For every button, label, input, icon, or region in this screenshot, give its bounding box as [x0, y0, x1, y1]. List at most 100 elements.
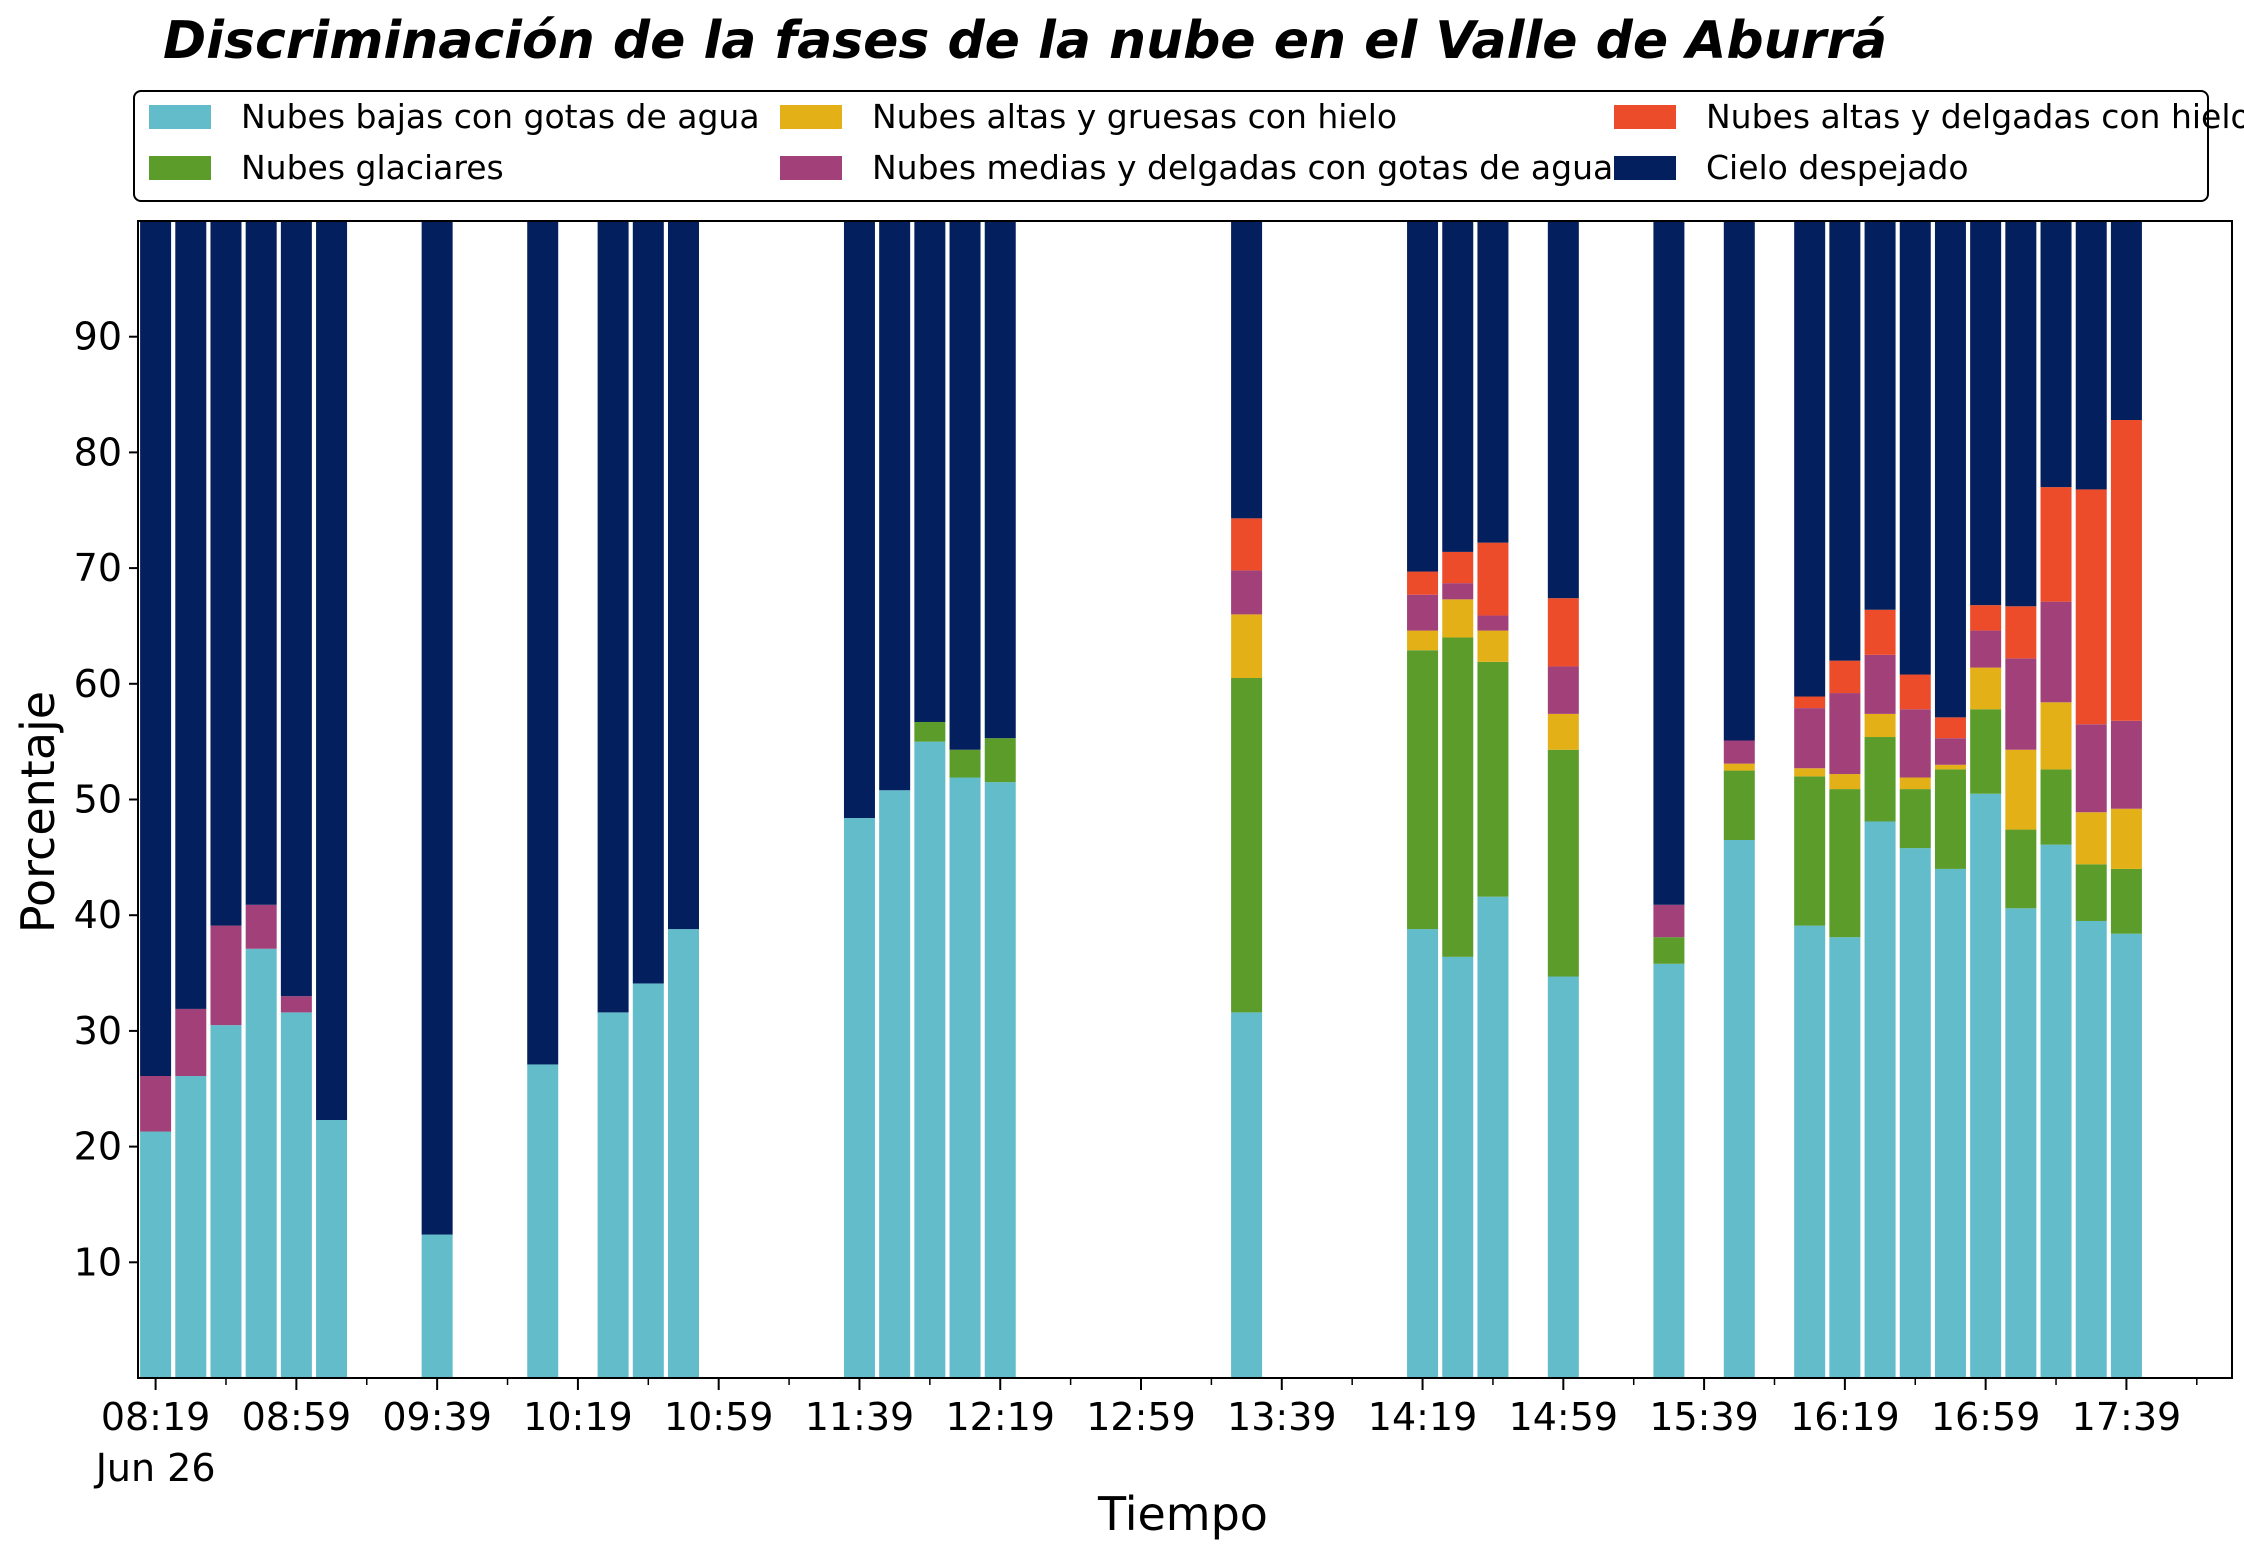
bar-segment-1729-s3 [2075, 724, 2107, 813]
bar-segment-1659-s2 [1970, 667, 2002, 710]
bar-segment-1219-s0 [984, 782, 1016, 1378]
bar-segment-1649-s2 [1934, 764, 1966, 770]
bar-segment-1719-s0 [2040, 844, 2072, 1378]
bar-segment-1529-s1 [1653, 937, 1685, 964]
bar-segment-1609-s3 [1794, 708, 1826, 769]
bar-segment-1219-s5 [984, 221, 1016, 739]
bar-segment-1209-s5 [949, 221, 981, 750]
bar-segment-1609-s4 [1794, 696, 1826, 709]
bar-segment-0859-s3 [280, 996, 312, 1013]
bar-segment-1039-s5 [632, 221, 664, 984]
bar-segment-1609-s1 [1794, 776, 1826, 926]
x-tick-label: 14:59 [1509, 1395, 1619, 1439]
bar-segment-1439-s4 [1477, 542, 1509, 616]
x-tick-label: 14:19 [1368, 1395, 1478, 1439]
bar-segment-1709-s4 [2005, 606, 2037, 659]
bar-segment-1419-s2 [1407, 630, 1439, 651]
bar-segment-1459-s4 [1547, 598, 1579, 667]
bar-segment-1739-s4 [2110, 420, 2142, 721]
bar-segment-1659-s5 [1970, 221, 2002, 606]
bar-segment-1429-s5 [1442, 221, 1474, 552]
y-tick-label: 40 [74, 893, 122, 937]
bar-segment-1729-s5 [2075, 221, 2107, 490]
bar-segment-1329-s3 [1231, 570, 1263, 615]
x-tick-label: 09:39 [382, 1395, 492, 1439]
bar-segment-1029-s0 [597, 1012, 629, 1378]
legend-box [133, 90, 2209, 202]
legend-swatch [149, 156, 211, 180]
bar-segment-1529-s5 [1653, 221, 1685, 905]
bar-segment-1439-s1 [1477, 661, 1509, 897]
bar-segment-1149-s0 [879, 790, 911, 1378]
plot-area: 10 20 30 40 50 60 70 80 90 08:19 08:59 09:39 10:19 10… [74, 220, 2233, 1490]
bar-segment-1659-s0 [1970, 793, 2002, 1378]
bar-segment-1419-s3 [1407, 594, 1439, 631]
bar-segment-1659-s1 [1970, 709, 2002, 794]
y-tick-label: 90 [74, 315, 122, 359]
bar-segment-1719-s4 [2040, 487, 2072, 602]
bar-segment-1459-s2 [1547, 713, 1579, 750]
bar-segment-1639-s4 [1899, 674, 1931, 710]
x-axis-label: Tiempo [1097, 1487, 1268, 1541]
bar-segment-0939-s0 [421, 1234, 453, 1378]
bar-segment-1719-s2 [2040, 702, 2072, 770]
x-tick-label: 13:39 [1227, 1395, 1337, 1439]
bar-segment-1419-s1 [1407, 650, 1439, 930]
bar-segment-1709-s3 [2005, 658, 2037, 750]
bar-segment-1429-s1 [1442, 637, 1474, 957]
bar-segment-1049-s5 [668, 221, 699, 930]
bar-segment-1629-s2 [1864, 713, 1896, 738]
bar-segment-1429-s0 [1442, 956, 1474, 1378]
bar-segment-1709-s2 [2005, 749, 2037, 830]
bar-segment-1709-s5 [2005, 221, 2037, 607]
bar-segment-1419-s5 [1407, 221, 1439, 572]
bar-segment-1739-s5 [2110, 221, 2142, 420]
bar-segment-1459-s3 [1547, 666, 1579, 714]
y-tick-label: 10 [74, 1240, 122, 1284]
bar-segment-1329-s0 [1231, 1012, 1263, 1378]
bar-segment-0859-s0 [280, 1012, 312, 1378]
bar-segment-1429-s2 [1442, 599, 1474, 638]
bar-segment-1709-s1 [2005, 829, 2037, 909]
y-tick-label: 80 [74, 430, 122, 474]
legend-swatch [1614, 105, 1676, 129]
bar-segment-1649-s4 [1934, 717, 1966, 739]
legend-label: Nubes medias y delgadas con gotas de agu… [872, 148, 1613, 187]
bar-segment-1549-s5 [1723, 221, 1755, 741]
bar-segment-1609-s5 [1794, 221, 1826, 697]
bar-segment-1729-s1 [2075, 864, 2107, 921]
x-tick-label: 15:39 [1649, 1395, 1759, 1439]
bar-segment-1739-s0 [2110, 933, 2142, 1378]
bar-segment-1629-s1 [1864, 737, 1896, 822]
x-tick-label: 10:19 [523, 1395, 633, 1439]
bar-segment-1529-s0 [1653, 963, 1685, 1378]
legend-label: Nubes altas y gruesas con hielo [872, 97, 1397, 136]
bar-segment-1329-s1 [1231, 678, 1263, 1013]
bar-segment-1429-s3 [1442, 583, 1474, 600]
x-tick-label: 10:59 [664, 1395, 774, 1439]
bar-segment-1729-s0 [2075, 920, 2107, 1378]
bar-segment-1039-s0 [632, 983, 664, 1378]
bar-segment-1719-s1 [2040, 769, 2072, 845]
bar-segment-1739-s1 [2110, 868, 2142, 934]
bar-segment-1439-s2 [1477, 630, 1509, 662]
x-tick-label: 08:19 [101, 1395, 211, 1439]
bar-segment-1419-s0 [1407, 929, 1439, 1378]
bar-segment-1029-s5 [597, 221, 629, 1013]
legend-swatch [149, 105, 211, 129]
bar-segment-1139-s0 [843, 818, 875, 1378]
bar-segment-1629-s5 [1864, 221, 1896, 610]
x-tick-label: 17:39 [2072, 1395, 2182, 1439]
bar-segment-0839-s5 [210, 221, 242, 926]
bar-segment-1209-s0 [949, 777, 981, 1378]
bar-segment-1159-s5 [914, 221, 946, 722]
bar-segment-0849-s0 [245, 948, 277, 1378]
bar-segment-0829-s3 [175, 1008, 207, 1077]
bar-segment-1619-s4 [1829, 660, 1861, 694]
legend-label: Nubes altas y delgadas con hielo [1706, 97, 2244, 136]
bar-segment-1629-s0 [1864, 821, 1896, 1378]
bar-segment-0849-s5 [245, 221, 277, 905]
bar-segment-1609-s2 [1794, 768, 1826, 777]
x-tick-label: 12:59 [1086, 1395, 1196, 1439]
